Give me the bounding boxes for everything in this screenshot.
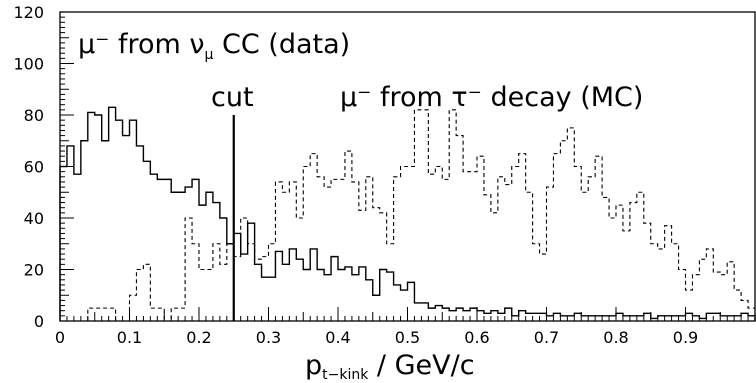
x-tick-label: 0.6 <box>464 328 489 347</box>
x-tick-labels: 0 0.1 0.2 0.3 0.4 0.5 0.6 0.7 0.8 0.9 <box>55 328 698 347</box>
y-tick-label: 80 <box>24 106 44 125</box>
y-tick-label: 100 <box>13 55 44 74</box>
x-axis-label-rest: / GeV/c <box>368 350 474 381</box>
y-tick-label: 0 <box>34 312 44 331</box>
y-tick-labels: 0 20 40 60 80 100 120 <box>13 3 44 331</box>
y-tick-label: 120 <box>13 3 44 22</box>
x-tick-label: 0.7 <box>534 328 559 347</box>
x-tick-label: 0.4 <box>325 328 350 347</box>
legend-label-mc: μ⁻ from τ⁻ decay (MC) <box>340 82 643 113</box>
legend-label-data-sub: μ <box>205 47 214 63</box>
x-tick-label: 0 <box>55 328 65 347</box>
y-tick-label: 40 <box>24 209 44 228</box>
y-tick-label: 60 <box>24 158 44 177</box>
series-data-numu-cc <box>59 106 756 321</box>
axis-ticks <box>59 11 756 322</box>
legend-label-data-main: μ⁻ from ν <box>78 29 205 60</box>
x-tick-label: 0.2 <box>186 328 211 347</box>
x-tick-label: 0.5 <box>395 328 420 347</box>
series-mc-tau-decay <box>60 109 756 322</box>
x-tick-label: 0.3 <box>256 328 281 347</box>
legend-label-data-rest: CC (data) <box>213 29 350 60</box>
x-tick-label: 0.8 <box>603 328 628 347</box>
x-axis-label: pt−kink / GeV/c <box>305 350 475 383</box>
cut-label: cut <box>211 82 254 113</box>
x-axis-label-sub: t−kink <box>322 367 369 383</box>
series-layer <box>59 106 756 322</box>
x-tick-label: 0.1 <box>117 328 142 347</box>
x-axis-label-main: p <box>305 350 322 381</box>
plot-frame <box>59 11 756 322</box>
x-tick-label: 0.9 <box>673 328 698 347</box>
y-tick-label: 20 <box>24 261 44 280</box>
legend-label-data: μ⁻ from νμ CC (data) <box>78 29 350 63</box>
